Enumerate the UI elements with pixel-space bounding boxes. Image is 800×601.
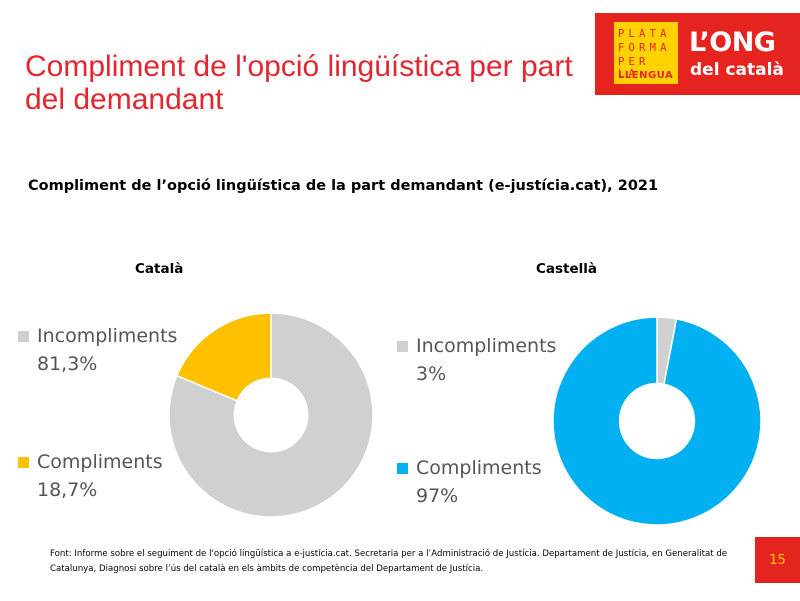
pie-slice-compliments bbox=[175, 312, 272, 402]
donut-chart-catala bbox=[168, 312, 374, 518]
legend-value: 81,3% bbox=[37, 353, 98, 375]
donut-chart-castella bbox=[552, 316, 762, 526]
slide-title: Compliment de l'opció lingüística per pa… bbox=[25, 50, 573, 116]
legend-label: Compliments bbox=[416, 457, 542, 479]
legend-swatch bbox=[397, 341, 408, 352]
pie-title-catala: Català bbox=[135, 261, 184, 277]
legend-label: Incompliments bbox=[416, 335, 557, 357]
legend-value: 18,7% bbox=[37, 479, 98, 501]
legend-label: Incompliments bbox=[37, 325, 178, 347]
logo-line: PER LA bbox=[618, 56, 650, 80]
pie-title-castella: Castellà bbox=[536, 261, 598, 277]
chart-title: Compliment de l’opció lingüística de la … bbox=[28, 178, 659, 194]
logo-name: L’ONG bbox=[689, 27, 776, 58]
legend-value: 97% bbox=[416, 485, 459, 507]
logo-subtitle: del català bbox=[690, 60, 784, 80]
legend-swatch bbox=[18, 331, 29, 342]
logo-line: LLENGUA bbox=[618, 70, 674, 81]
legend-swatch bbox=[397, 463, 408, 474]
page-number: 15 bbox=[755, 537, 800, 583]
legend-label: Compliments bbox=[37, 451, 163, 473]
pie-slice-incompliments bbox=[168, 312, 374, 518]
legend-swatch bbox=[18, 457, 29, 468]
logo-line: PLATA bbox=[618, 28, 671, 40]
logo-box: PLATA FORMA PER LA LLENGUA bbox=[614, 22, 678, 84]
plataforma-logo: PLATA FORMA PER LA LLENGUA L’ONG del cat… bbox=[595, 13, 800, 95]
logo-line: FORMA bbox=[618, 42, 671, 54]
pie-slice-compliments bbox=[552, 316, 762, 526]
source-note: Font: Informe sobre el seguiment de l'op… bbox=[50, 549, 728, 574]
legend-value: 3% bbox=[416, 363, 447, 385]
